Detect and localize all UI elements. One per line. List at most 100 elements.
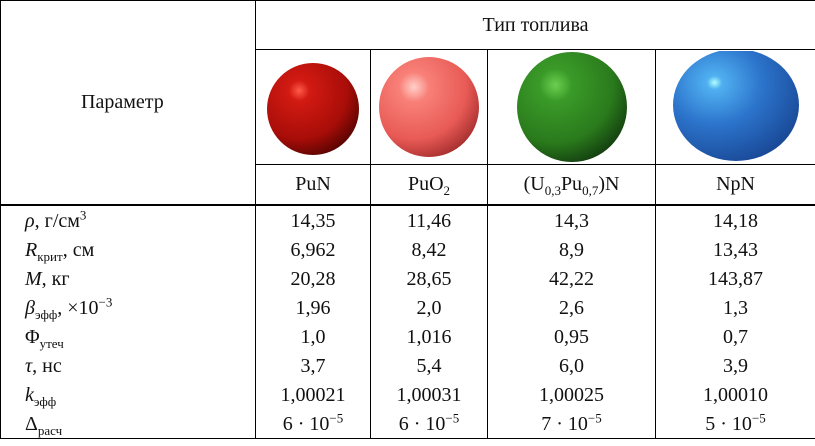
fuel-name: PuN [256, 165, 371, 206]
sphere-upun [515, 51, 629, 163]
value-cell: 3,7 [256, 351, 371, 380]
row-label: M, кг [1, 264, 256, 293]
text-part: ρ [25, 210, 35, 232]
sphere-cell [371, 50, 488, 165]
text-part: , нс [32, 355, 62, 377]
value-cell: 28,65 [371, 264, 488, 293]
row-label: Rкрит, см [1, 235, 256, 264]
value-cell: 20,28 [256, 264, 371, 293]
value-cell: 6 · 10−5 [256, 409, 371, 439]
text-part: R [25, 239, 37, 261]
value-cell: 8,9 [488, 235, 656, 264]
row-label: kэфф [1, 380, 256, 409]
superscript: −5 [588, 410, 602, 425]
value-cell: 1,00031 [371, 380, 488, 409]
text-part: , кг [42, 268, 70, 290]
text-part: NpN [716, 173, 755, 195]
fuel-type-header: Тип топлива [256, 1, 815, 50]
text-part: k [25, 384, 34, 406]
value-cell: 13,43 [656, 235, 815, 264]
value-cell: 6 · 10−5 [371, 409, 488, 439]
value-cell: 1,3 [656, 293, 815, 322]
value-cell: 7 · 10−5 [488, 409, 656, 439]
fuel-name: NpN [656, 165, 815, 206]
superscript: −5 [445, 410, 459, 425]
subscript: 0,7 [582, 183, 598, 198]
superscript: 3 [80, 207, 87, 222]
row-label: ρ, г/см3 [1, 205, 256, 235]
fuel-table: Параметр Тип топлива PuNPuO2(U0,3Pu0,7)N… [0, 0, 815, 439]
data-row: M, кг20,2828,6542,22143,87 [1, 264, 815, 293]
text-part: , ×10 [57, 297, 98, 319]
value-cell: 2,6 [488, 293, 656, 322]
text-part: 6 · 10 [283, 413, 330, 435]
value-cell: 8,42 [371, 235, 488, 264]
value-cell: 1,00010 [656, 380, 815, 409]
row-label: βэфф, ×10−3 [1, 293, 256, 322]
text-part: Φ [25, 326, 40, 348]
value-cell: 2,0 [371, 293, 488, 322]
value-cell: 42,22 [488, 264, 656, 293]
superscript: −3 [99, 294, 113, 309]
value-cell: 5 · 10−5 [656, 409, 815, 439]
text-part: PuO [408, 173, 444, 195]
value-cell: 0,95 [488, 322, 656, 351]
value-cell: 6,0 [488, 351, 656, 380]
sphere-npn [671, 51, 801, 163]
fuel-name: PuO2 [371, 165, 488, 206]
value-cell: 14,3 [488, 205, 656, 235]
table-body: Параметр Тип топлива PuNPuO2(U0,3Pu0,7)N… [1, 1, 815, 439]
subscript: крит [37, 249, 62, 264]
text-part: PuN [295, 173, 331, 195]
subscript: утеч [40, 336, 64, 351]
subscript: расч [38, 423, 62, 438]
value-cell: 5,4 [371, 351, 488, 380]
superscript: −5 [752, 410, 766, 425]
subscript: 0,3 [545, 183, 561, 198]
subscript: эфф [34, 394, 56, 409]
text-part: Pu [561, 173, 582, 195]
value-cell: 3,9 [656, 351, 815, 380]
sphere-cell [656, 50, 815, 165]
subscript: 2 [444, 183, 451, 198]
value-cell: 11,46 [371, 205, 488, 235]
row-label: Φутеч [1, 322, 256, 351]
header-row: Параметр Тип топлива [1, 1, 815, 50]
text-part: , см [63, 239, 95, 261]
parameter-header: Параметр [1, 1, 256, 206]
value-cell: 1,96 [256, 293, 371, 322]
value-cell: 1,00025 [488, 380, 656, 409]
text-part: 7 · 10 [541, 413, 588, 435]
value-cell: 143,87 [656, 264, 815, 293]
text-part: β [25, 297, 35, 319]
value-cell: 0,7 [656, 322, 815, 351]
text-part: )N [598, 173, 619, 195]
value-cell: 1,0 [256, 322, 371, 351]
superscript: −5 [329, 410, 343, 425]
value-cell: 14,18 [656, 205, 815, 235]
text-part: Δ [25, 413, 38, 435]
row-label: τ, нс [1, 351, 256, 380]
text-part: (U [524, 173, 545, 195]
sphere-cell [256, 50, 371, 165]
page: Параметр Тип топлива PuNPuO2(U0,3Pu0,7)N… [0, 0, 815, 446]
subscript: эфф [35, 307, 57, 322]
text-part: 5 · 10 [705, 413, 752, 435]
text-part: 6 · 10 [399, 413, 446, 435]
value-cell: 1,016 [371, 322, 488, 351]
sphere-pun [263, 57, 363, 157]
value-cell: 6,962 [256, 235, 371, 264]
row-label: Δрасч [1, 409, 256, 439]
value-cell: 1,00021 [256, 380, 371, 409]
sphere-puo2 [377, 55, 481, 159]
text-part: , г/см [35, 210, 80, 232]
fuel-name: (U0,3Pu0,7)N [488, 165, 656, 206]
value-cell: 14,35 [256, 205, 371, 235]
